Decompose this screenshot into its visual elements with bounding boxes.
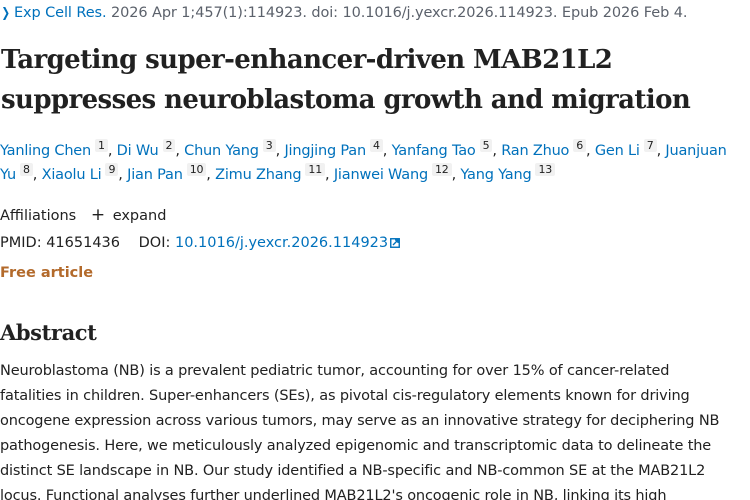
affiliation-number[interactable]: 8 [19,163,33,176]
affiliation-number[interactable]: 11 [305,163,326,176]
author-separator: , [451,167,461,183]
pmid-label: PMID: [0,235,42,251]
author-link[interactable]: Gen Li [594,143,640,159]
affiliation-number[interactable]: 12 [431,163,452,176]
author-link[interactable]: Yanling Chen [0,143,92,159]
affiliation-number[interactable]: 4 [369,139,383,152]
chevron-right-icon[interactable]: ❯ [1,6,11,21]
citation-details: 2026 Apr 1;457(1):114923. doi: 10.1016/j… [106,5,688,21]
doi-label: DOI: [138,235,171,251]
affiliation-number[interactable]: 6 [573,139,587,152]
author-separator: , [586,143,595,159]
author-separator: , [275,143,285,159]
author-separator: , [656,143,666,159]
free-article-badge: Free article [0,265,94,281]
affiliation-number[interactable]: 7 [643,139,657,152]
affiliation-number[interactable]: 2 [162,139,176,152]
author-separator: , [206,167,216,183]
affiliation-number[interactable]: 1 [95,139,108,152]
author-link[interactable]: Jingjing Pan [284,143,366,159]
author-separator: , [382,143,392,159]
doi-value[interactable]: 10.1016/j.yexcr.2026.114923 [174,235,389,251]
doi-link[interactable]: 10.1016/j.yexcr.2026.114923 [174,235,401,251]
article-title: Targeting super-enhancer-driven MAB21L2 … [1,45,691,115]
abstract-heading: Abstract [0,320,97,345]
author-link[interactable]: Xiaolu Li [41,167,102,183]
affiliation-number[interactable]: 5 [479,139,493,152]
affiliation-number[interactable]: 10 [186,163,207,176]
plus-icon: + [90,205,106,225]
author-link[interactable]: Di Wu [116,143,159,159]
journal-link[interactable]: Exp Cell Res. [14,5,107,21]
author-link[interactable]: Ran Zhuo [501,143,570,159]
affiliations-label: Affiliations [0,208,77,224]
pmid-value: 41651436 [46,235,121,251]
author-separator: , [107,143,117,159]
expand-label: expand [112,208,167,224]
affiliations-expand-button[interactable]: + expand [90,205,167,225]
affiliations-row: Affiliations + expand [0,204,166,227]
author-link[interactable]: Jianwei Wang [333,167,428,183]
affiliation-number[interactable]: 13 [535,163,556,176]
affiliation-number[interactable]: 9 [105,163,119,176]
author-separator: , [118,167,128,183]
affiliation-number[interactable]: 3 [262,139,276,152]
external-link-icon [390,238,401,248]
author-link[interactable]: Juanjuan Yu [0,143,727,183]
author-link[interactable]: Jian Pan [127,167,183,183]
author-separator: , [492,143,502,159]
author-link[interactable]: Yanfang Tao [391,143,476,159]
authors-list: Yanling Chen 1, Di Wu 2, Chun Yang 3, Jingj… [0,139,745,187]
author-separator: , [32,167,42,183]
author-link[interactable]: Chun Yang [184,143,259,159]
author-separator: , [175,143,185,159]
author-separator: , [325,167,334,183]
identifiers-row: PMID: 41651436 DOI: 10.1016/j.yexcr.2026… [0,232,401,254]
author-link[interactable]: Yang Yang [460,167,532,183]
abstract-text: Neuroblastoma (NB) is a prevalent pediat… [0,363,720,500]
author-link[interactable]: Zimu Zhang [215,167,302,183]
citation-line: ❯ Exp Cell Res. 2026 Apr 1;457(1):114923.… [0,2,687,25]
